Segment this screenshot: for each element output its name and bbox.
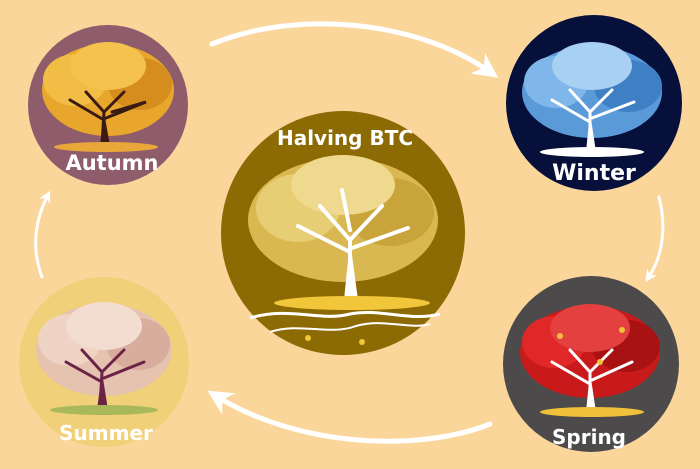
halving-tree-icon: [248, 155, 441, 345]
season-spring: Spring: [503, 276, 679, 452]
autumn-label: Autumn: [65, 151, 158, 175]
center-title: Halving BTC: [277, 126, 413, 150]
arrow-autumn-to-winter-icon: [209, 21, 499, 78]
season-autumn: Autumn: [28, 25, 188, 185]
arrow-spring-to-summer-icon: [207, 390, 493, 444]
winter-tree-icon: [522, 42, 662, 157]
winter-label: Winter: [552, 161, 636, 186]
summer-tree-icon: [36, 302, 172, 415]
arrow-winter-to-spring-icon: [645, 195, 665, 282]
cycle-arrows: [34, 21, 665, 444]
center-halving-btc: Halving BTC: [221, 111, 465, 355]
arrow-summer-to-autumn-icon: [34, 190, 51, 279]
spring-tree-icon: [520, 304, 660, 417]
spring-label: Spring: [552, 425, 626, 449]
season-winter: Winter: [506, 15, 682, 191]
summer-label: Summer: [59, 421, 153, 445]
season-summer: Summer: [19, 277, 189, 447]
autumn-tree-icon: [42, 42, 174, 152]
